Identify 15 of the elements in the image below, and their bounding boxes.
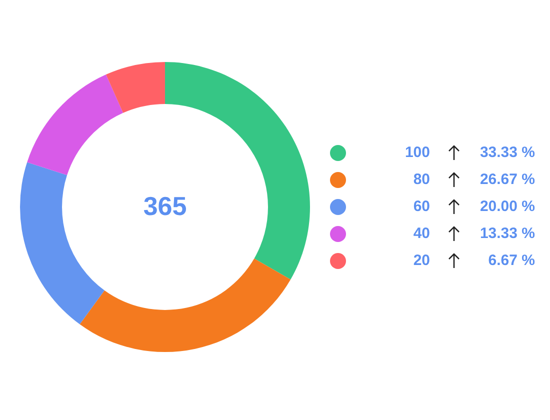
donut-slice [27, 74, 124, 176]
text: 80 [413, 171, 430, 189]
text: 40 [413, 225, 430, 243]
text: 33.33 % [480, 144, 535, 162]
text: 100 [404, 144, 430, 162]
text: 60 [413, 198, 430, 216]
text: 20.00 % [480, 198, 535, 216]
donut-slice [80, 258, 291, 352]
text: 365 [143, 191, 187, 221]
text: 13.33 % [480, 225, 535, 243]
text: 20 [413, 252, 430, 270]
text: 26.67 % [480, 171, 535, 189]
donut-slice [20, 162, 104, 324]
text: 6.67 % [488, 252, 535, 270]
donut-slice [106, 62, 165, 113]
